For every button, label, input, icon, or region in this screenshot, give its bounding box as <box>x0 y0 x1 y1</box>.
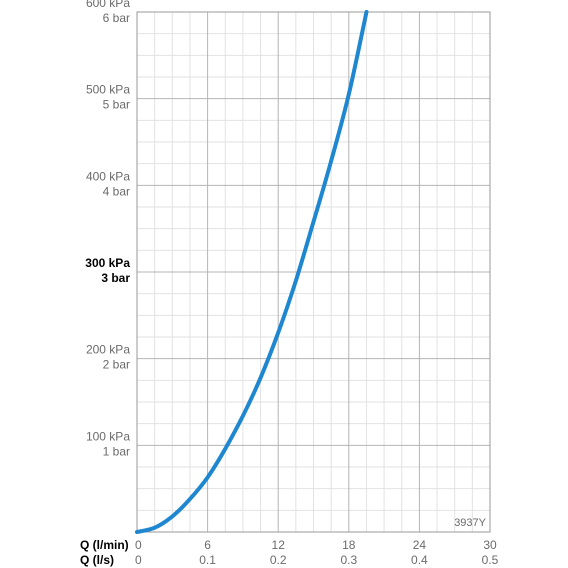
x-tick-label-secondary: 0.5 <box>482 553 499 567</box>
y-tick-label-kpa: 100 kPa <box>86 429 130 443</box>
series-layer <box>135 10 369 534</box>
y-tick-label-bar: 1 bar <box>103 444 130 458</box>
chart-code-annotation: 3937Y <box>454 517 486 529</box>
x-tick-label-primary: 24 <box>413 538 427 552</box>
y-tick-label-kpa: 600 kPa <box>86 0 130 10</box>
major-grid <box>137 12 490 532</box>
y-tick-label-bar: 3 bar <box>101 271 130 285</box>
plot-frame <box>136 11 491 533</box>
y-tick-label-kpa: 500 kPa <box>86 83 130 97</box>
x-tick-label-primary: 12 <box>272 538 286 552</box>
y-tick-label-bar: 5 bar <box>103 98 130 112</box>
y-tick-label-kpa: 200 kPa <box>86 343 130 357</box>
y-tick-label-kpa: 300 kPa <box>85 256 130 270</box>
x-tick-label-primary: 30 <box>483 538 497 552</box>
y-tick-label-bar: 6 bar <box>103 11 130 25</box>
x-tick-label-secondary: 0 <box>135 553 142 567</box>
x-tick-label-secondary: 0.4 <box>411 553 428 567</box>
x-axis-label-primary: Q (l/min) <box>80 538 129 552</box>
x-tick-label-primary: 6 <box>204 538 211 552</box>
y-tick-label-bar: 4 bar <box>103 184 130 198</box>
x-tick-label-primary: 18 <box>342 538 356 552</box>
series-line-pressure-flow <box>135 10 369 534</box>
y-tick-label-kpa: 400 kPa <box>86 169 130 183</box>
x-axis-label-secondary: Q (l/s) <box>80 553 114 567</box>
x-tick-label-primary: 0 <box>135 538 142 552</box>
x-tick-label-secondary: 0.1 <box>199 553 216 567</box>
x-tick-label-secondary: 0.2 <box>270 553 287 567</box>
x-axis-labels: 00 60.1 120.2 180.3 240.4 300.5 <box>135 538 499 567</box>
x-tick-label-secondary: 0.3 <box>340 553 357 567</box>
y-tick-label-bar: 2 bar <box>103 358 130 372</box>
